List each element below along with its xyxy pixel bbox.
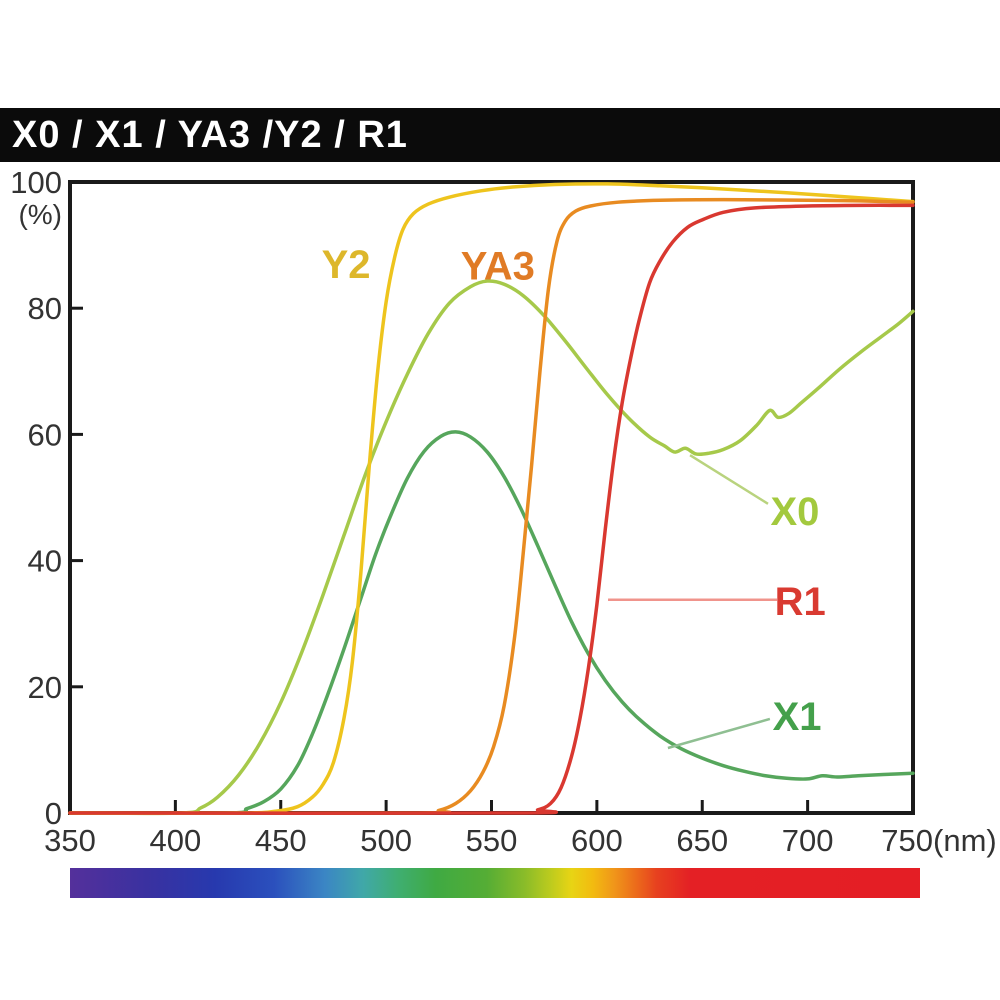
title-bar: X0 / X1 / YA3 /Y2 / R1 (0, 108, 1000, 162)
curve-label-y2: Y2 (322, 243, 371, 287)
curve-r1 (68, 203, 915, 815)
x-tick-label: 700 (782, 823, 834, 858)
y-tick-label: 0 (45, 796, 62, 831)
y-tick-label: 20 (28, 670, 62, 705)
curve-label-x0: X0 (771, 490, 820, 534)
page-title: X0 / X1 / YA3 /Y2 / R1 (12, 113, 408, 156)
x-tick-label: 400 (150, 823, 202, 858)
x-tick-label: 350 (44, 823, 96, 858)
curve-x1 (68, 430, 915, 816)
curve-label-x1: X1 (773, 695, 822, 739)
y-tick-label: 40 (28, 544, 62, 579)
y-axis-unit-label: (%) (18, 199, 62, 230)
curve-label-r1: R1 (775, 580, 826, 624)
y-tick-label: 60 (28, 417, 62, 452)
x-tick-label: 550 (466, 823, 518, 858)
curve-x0 (68, 279, 915, 816)
curves-group (68, 182, 915, 816)
x-tick-label: 450 (255, 823, 307, 858)
curve-ya3 (68, 197, 915, 815)
x-tick-label: 650 (676, 823, 728, 858)
y-tick-label: 100 (10, 165, 62, 200)
leader-line-x0 (689, 454, 769, 505)
curve-label-ya3: YA3 (461, 244, 535, 288)
spectrum-color-bar (70, 868, 920, 898)
x-tick-label: 500 (360, 823, 412, 858)
curve-y2 (68, 182, 915, 815)
x-tick-label: 750(nm) (881, 823, 996, 858)
leader-line-x1 (667, 717, 771, 750)
y-tick-label: 80 (28, 291, 62, 326)
x-tick-label: 600 (571, 823, 623, 858)
